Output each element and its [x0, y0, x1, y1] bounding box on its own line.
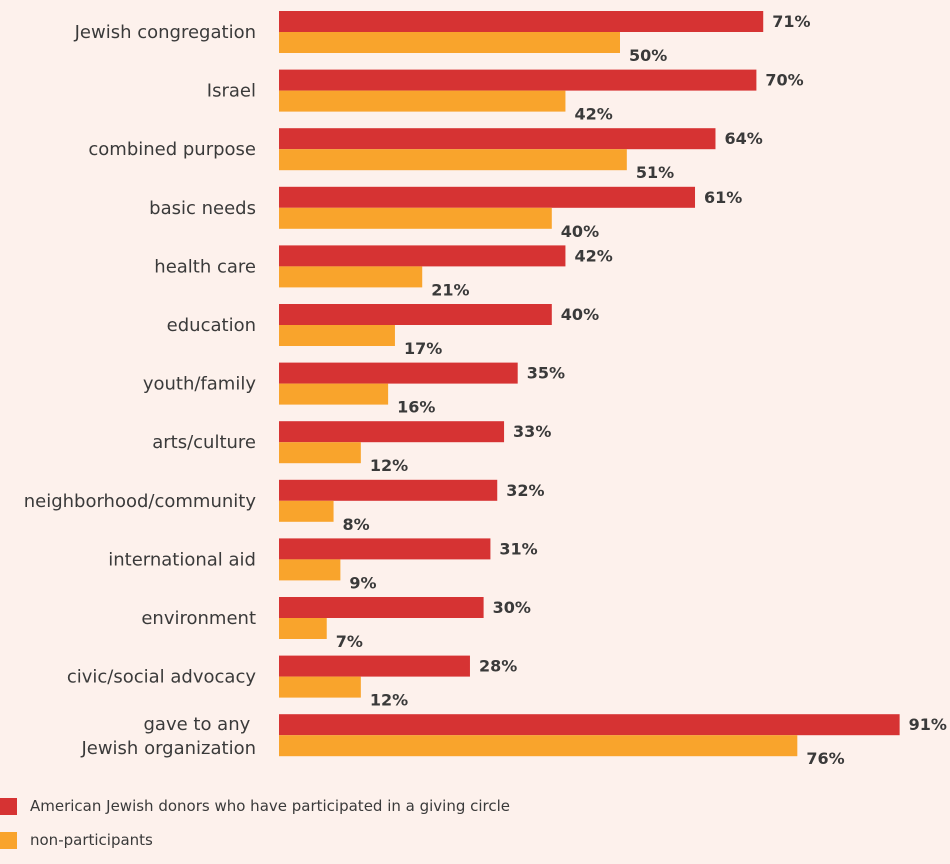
value-label-participants-civic-social-advocacy: 28%	[479, 657, 517, 676]
legend-label-non-participants: non-participants	[30, 831, 153, 849]
category-label-israel: Israel	[207, 81, 256, 102]
bar-non-participants-environment	[279, 618, 327, 639]
bar-participants-international-aid	[279, 538, 491, 560]
value-label-non-participants-gave-to-any-jewish-organization: 76%	[806, 749, 844, 768]
value-label-participants-education: 40%	[561, 305, 599, 324]
bar-participants-civic-social-advocacy	[279, 655, 470, 677]
category-label-environment: environment	[141, 608, 256, 629]
category-label-combined-purpose: combined purpose	[88, 139, 256, 160]
value-label-non-participants-international-aid: 9%	[349, 573, 376, 592]
value-label-participants-israel: 70%	[765, 71, 803, 90]
bar-participants-arts-culture	[279, 421, 505, 443]
category-label-arts-culture: arts/culture	[152, 432, 256, 453]
value-label-non-participants-education: 17%	[404, 339, 442, 358]
category-label-international-aid: international aid	[108, 549, 256, 570]
value-label-non-participants-arts-culture: 12%	[370, 456, 408, 475]
category-label-jewish-congregation: Jewish congregation	[74, 22, 256, 43]
value-label-non-participants-neighborhood-community: 8%	[343, 515, 370, 534]
value-label-participants-gave-to-any-jewish-organization: 91%	[909, 715, 947, 734]
value-label-participants-environment: 30%	[493, 598, 531, 617]
category-label-education: education	[167, 315, 256, 336]
legend-label-participants: American Jewish donors who have particip…	[30, 797, 511, 815]
value-label-participants-arts-culture: 33%	[513, 422, 551, 441]
bar-participants-israel	[279, 69, 757, 91]
bar-participants-jewish-congregation	[279, 11, 764, 32]
value-label-participants-basic-needs: 61%	[704, 188, 742, 207]
value-label-non-participants-combined-purpose: 51%	[636, 163, 674, 182]
category-label-youth-family: youth/family	[143, 374, 257, 395]
bar-participants-neighborhood-community	[279, 479, 498, 501]
bar-participants-education	[279, 304, 552, 325]
category-label-gave-to-any-jewish-organization: gave to any Jewish organization	[80, 714, 256, 759]
value-label-participants-neighborhood-community: 32%	[506, 481, 544, 500]
value-label-non-participants-basic-needs: 40%	[561, 222, 599, 241]
value-label-non-participants-israel: 42%	[574, 105, 612, 124]
bar-non-participants-international-aid	[279, 559, 341, 581]
value-label-non-participants-civic-social-advocacy: 12%	[370, 691, 408, 710]
value-label-non-participants-jewish-congregation: 50%	[629, 46, 667, 65]
bar-non-participants-israel	[279, 90, 566, 112]
value-label-non-participants-environment: 7%	[336, 632, 363, 651]
bar-non-participants-health-care	[279, 266, 423, 288]
legend-swatch-participants	[0, 798, 17, 815]
value-label-participants-international-aid: 31%	[499, 539, 537, 558]
legend-swatch-non-participants	[0, 832, 17, 849]
bar-non-participants-arts-culture	[279, 442, 361, 464]
value-label-non-participants-health-care: 21%	[431, 280, 469, 299]
bar-participants-health-care	[279, 245, 566, 267]
value-label-participants-combined-purpose: 64%	[724, 129, 762, 148]
category-label-civic-social-advocacy: civic/social advocacy	[67, 667, 256, 688]
bar-non-participants-education	[279, 325, 395, 346]
bar-participants-gave-to-any-jewish-organization	[279, 714, 900, 736]
bar-participants-combined-purpose	[279, 128, 716, 150]
bar-non-participants-neighborhood-community	[279, 500, 334, 522]
bar-participants-environment	[279, 597, 484, 618]
bar-non-participants-basic-needs	[279, 207, 552, 229]
category-label-health-care: health care	[154, 256, 256, 277]
value-label-non-participants-youth-family: 16%	[397, 398, 435, 417]
category-label-neighborhood-community: neighborhood/community	[24, 491, 257, 512]
bar-non-participants-gave-to-any-jewish-organization	[279, 735, 798, 757]
bar-participants-youth-family	[279, 362, 518, 384]
bar-participants-basic-needs	[279, 186, 696, 208]
bar-chart: Jewish congregation 71% 50% Israel 70% 42% com…	[24, 11, 947, 768]
value-label-participants-youth-family: 35%	[527, 364, 565, 383]
bar-non-participants-jewish-congregation	[279, 32, 620, 53]
bar-non-participants-youth-family	[279, 383, 389, 405]
category-label-basic-needs: basic needs	[149, 198, 256, 219]
bar-non-participants-combined-purpose	[279, 149, 627, 171]
bar-non-participants-civic-social-advocacy	[279, 676, 361, 698]
value-label-participants-jewish-congregation: 71%	[772, 12, 810, 31]
value-label-participants-health-care: 42%	[574, 246, 612, 265]
